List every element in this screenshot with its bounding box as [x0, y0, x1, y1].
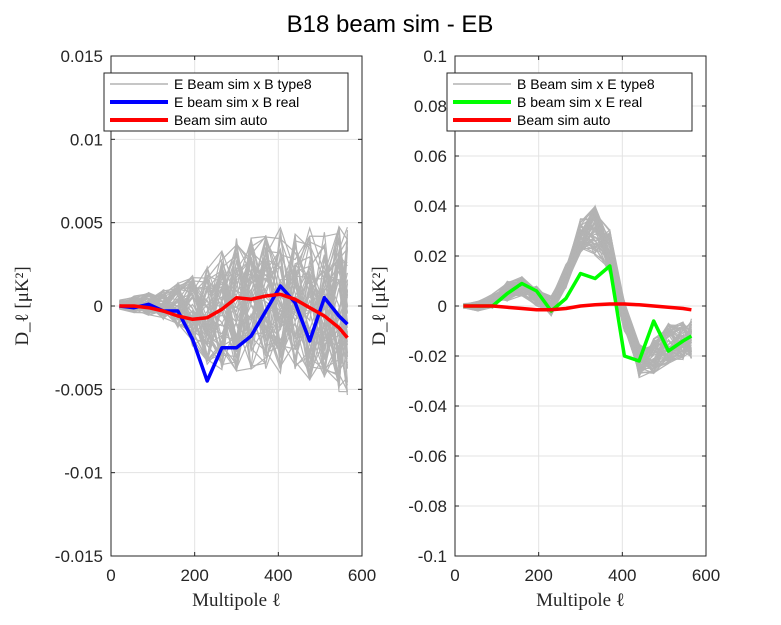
legend-label: Beam sim auto: [174, 112, 268, 128]
figure-title: B18 beam sim - EB: [287, 11, 494, 38]
right-panel: 0 200 400 600 -0.1 -0.08 -0.06 -0.04 -0.02 0 0.02 0…: [369, 47, 720, 611]
y-tick-label: 0.005: [60, 214, 103, 233]
x-tick-label: 0: [106, 566, 115, 585]
y-tick-label: -0.02: [408, 347, 447, 366]
y-tick-label: 0.06: [414, 147, 447, 166]
left-panel: 0 200 400 600 -0.015 -0.01 -0.005 0 0.005 0.01 0.0…: [12, 47, 376, 611]
y-tick-label: 0.04: [414, 197, 447, 216]
series-line-1: [463, 302, 692, 312]
sim-trace-line: [119, 262, 348, 378]
legend: E Beam sim x B type8 E beam sim x B real B…: [103, 72, 349, 132]
y-tick-label: -0.01: [64, 464, 103, 483]
x-axis-label: Multipole ℓ: [192, 590, 281, 611]
y-tick-label: -0.04: [408, 397, 447, 416]
y-tick-label: -0.015: [55, 547, 103, 566]
series-line-1: [119, 292, 349, 339]
y-tick-label: 0.08: [414, 97, 447, 116]
x-tick-label: 600: [692, 566, 720, 585]
legend-box: [446, 72, 693, 132]
y-tick-label: 0: [94, 297, 103, 316]
sim-trace-line: [463, 204, 692, 366]
y-tick-label: -0.06: [408, 447, 447, 466]
series-line-0: [463, 264, 693, 363]
x-tick-label: 400: [264, 566, 292, 585]
sim-trace-line: [463, 230, 692, 367]
x-tick-label: 400: [608, 566, 636, 585]
legend-label: B beam sim x E real: [517, 94, 642, 110]
legend-label: B Beam sim x E type8: [517, 76, 655, 92]
sim-trace-line: [463, 211, 692, 374]
legend-label: Beam sim auto: [517, 112, 611, 128]
sim-trace-line: [119, 240, 348, 386]
sim-trace-line: [119, 257, 348, 340]
sim-trace-line: [119, 228, 348, 369]
y-axis-label: D_ℓ [μK²]: [12, 266, 33, 345]
y-tick-label: 0.02: [414, 247, 447, 266]
y-tick-label: 0.1: [423, 47, 447, 66]
sim-traces: [463, 204, 692, 379]
legend: B Beam sim x E type8 B beam sim x E real B…: [446, 72, 693, 132]
y-axis-label: D_ℓ [μK²]: [369, 266, 390, 345]
x-tick-label: 200: [524, 566, 552, 585]
y-tick-label: 0.015: [60, 47, 103, 66]
legend-label: E beam sim x B real: [174, 94, 299, 110]
x-tick-label: 200: [180, 566, 208, 585]
sim-trace-line: [119, 259, 348, 360]
y-tick-label: -0.005: [55, 380, 103, 399]
x-axis-label: Multipole ℓ: [536, 590, 625, 611]
x-tick-label: 600: [348, 566, 376, 585]
legend-label: E Beam sim x B type8: [174, 76, 312, 92]
y-tick-label: 0: [438, 297, 447, 316]
y-tick-label: 0.01: [70, 130, 103, 149]
y-tick-label: -0.08: [408, 497, 447, 516]
x-tick-label: 0: [450, 566, 459, 585]
y-tick-label: -0.1: [418, 547, 447, 566]
